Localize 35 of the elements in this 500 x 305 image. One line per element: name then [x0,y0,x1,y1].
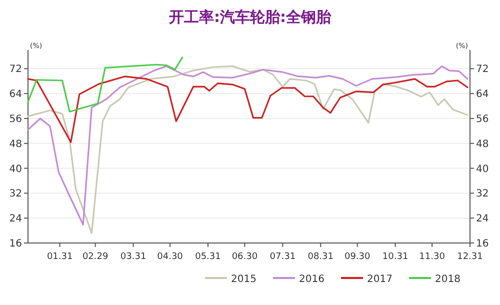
x-tick-label: 04.30 [157,252,184,262]
legend-label: 2015 [231,274,256,285]
y-tick-label: 24 [9,214,22,225]
y2-tick-label: 32 [476,188,489,200]
line-series [27,76,468,143]
x-tick-label: 01.31 [46,252,73,262]
y2-tick-label: 72 [476,64,489,76]
y2-tick-label: 48 [476,138,489,150]
y2-tick-label: 24 [476,214,489,225]
legend-label: 2016 [299,274,324,285]
x-tick-label: 06.30 [232,252,258,262]
x-tick-label: 03.31 [120,252,146,262]
y2-tick-label: 64 [476,89,489,100]
y-tick-label: 56 [9,114,22,125]
legend-label: 2017 [367,274,392,285]
x-tick-label: 07.31 [270,252,296,262]
y2-tick-label: 40 [476,164,489,175]
chart-title: 开工率:汽车轮胎:全钢胎 [168,8,332,26]
y-tick-label: 48 [9,138,22,150]
y-tick-label: 32 [9,188,22,200]
y-tick-label: 40 [9,164,22,175]
y-tick-label: 72 [9,64,22,76]
x-tick-label: 11.30 [419,252,446,262]
y-tick-label: 16 [9,238,22,250]
x-tick-label: 12.31 [457,252,483,262]
y2-tick-label: 56 [476,114,489,125]
y2-tick-label: 16 [476,238,489,250]
x-tick-label: 05.31 [195,252,221,262]
x-tick-label: 10.31 [382,252,408,262]
line-series [27,56,184,112]
legend-label: 2018 [435,274,460,285]
y-tick-label: 64 [9,89,22,100]
x-tick-label: 02.29 [82,252,108,262]
x-tick-label: 08.31 [308,252,334,262]
x-tick-label: 09.30 [344,252,371,262]
